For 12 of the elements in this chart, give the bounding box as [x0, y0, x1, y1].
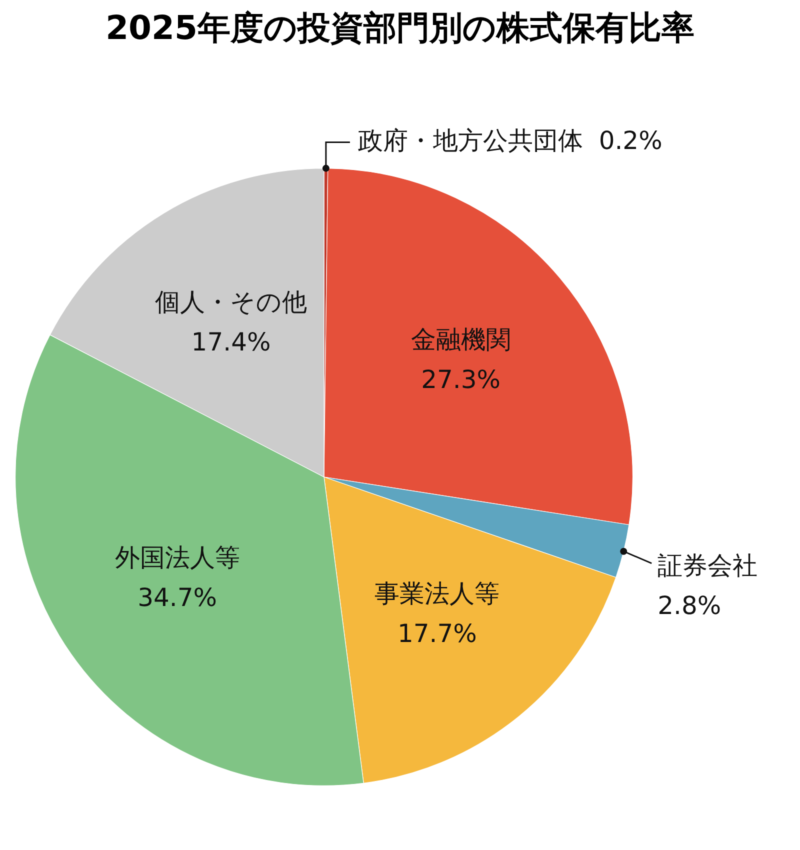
slice-label: 事業法人等: [374, 579, 500, 608]
slice-label: 政府・地方公共団体 0.2%: [358, 126, 662, 155]
data-label: 2.8%: [658, 590, 722, 620]
chart-title: 2025年度の投資部門別の株式保有比率: [104, 7, 696, 49]
slice-label: 証券会社: [658, 550, 758, 580]
slice-label: 外国法人等: [114, 543, 240, 572]
slice-label: 金融機関: [410, 324, 511, 354]
data-label: 27.3%: [421, 364, 500, 394]
data-label: 17.7%: [397, 619, 477, 648]
slice-label: 個人・その他: [155, 287, 308, 316]
data-label: 34.7%: [138, 583, 217, 612]
data-label: 17.4%: [191, 327, 271, 356]
